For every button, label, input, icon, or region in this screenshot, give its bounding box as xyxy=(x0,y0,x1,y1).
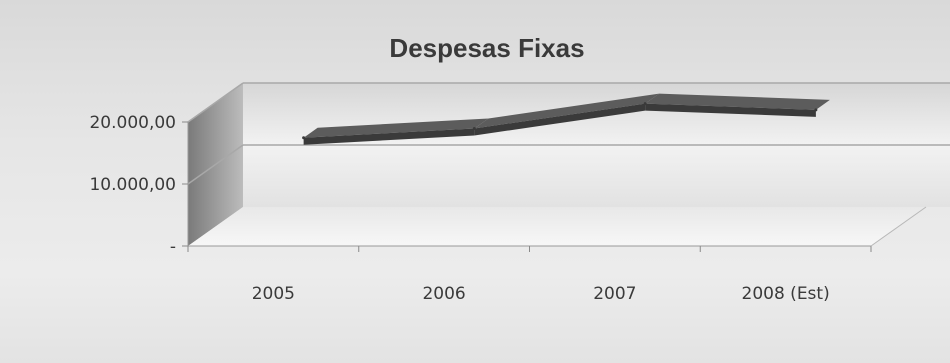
series-layer xyxy=(302,93,830,145)
x-axis-ticks: 2005 2006 2007 2008 (Est) xyxy=(187,246,872,304)
series-segment-front xyxy=(303,128,475,145)
y-tick-label: 20.000,00 xyxy=(89,113,176,133)
y-tick-label: - xyxy=(170,237,176,257)
y-tick-label: 10.000,00 xyxy=(89,175,176,195)
series-segment-top xyxy=(645,93,830,110)
floor xyxy=(188,207,926,246)
floor-right-edge xyxy=(870,206,927,247)
data-point xyxy=(472,126,476,130)
x-tick-label: 2008 (Est) xyxy=(742,284,830,304)
x-tick-label: 2005 xyxy=(252,284,295,304)
gridlines xyxy=(187,82,950,185)
data-point xyxy=(643,102,647,106)
series-segment-front xyxy=(645,103,816,117)
data-point xyxy=(302,136,306,140)
x-tick-label: 2007 xyxy=(593,284,636,304)
gridline-side xyxy=(187,82,244,123)
series-segment-top xyxy=(303,118,489,138)
x-tick-label: 2006 xyxy=(422,284,465,304)
chart-title: Despesas Fixas xyxy=(389,33,584,63)
data-point xyxy=(814,108,818,112)
y-axis-ticks: - 10.000,00 20.000,00 xyxy=(89,113,188,257)
series-segment-top xyxy=(474,93,660,129)
gridline-side xyxy=(187,144,244,185)
series-segment-front xyxy=(474,103,646,136)
